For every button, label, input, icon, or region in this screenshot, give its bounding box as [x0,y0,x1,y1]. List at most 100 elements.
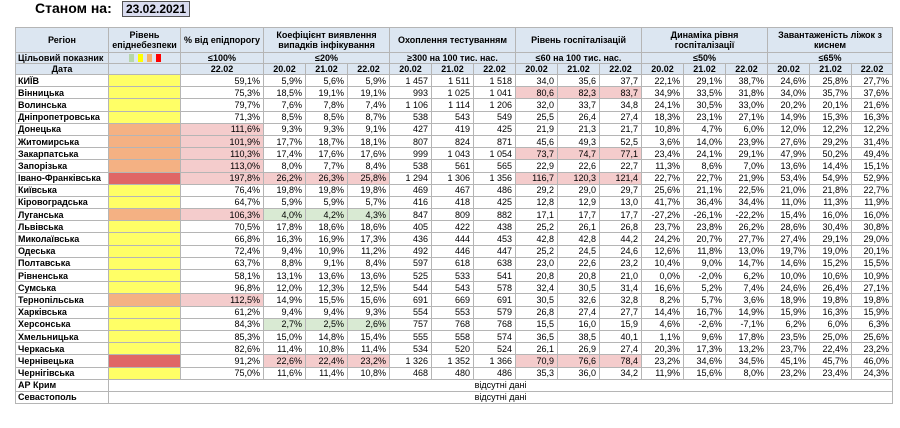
table-row: Миколаївська 66,8% 16,3% 16,9% 17,3% 436 444 45… [15,232,894,246]
detection-rate: 8,0% [263,159,306,173]
hospitalization-rate: 20,8 [557,268,601,283]
oxygen-bed-load: 12,2% [809,122,853,136]
testing-coverage: 425 [473,195,517,210]
level-color-legend [108,52,181,64]
oxygen-bed-load: 15,2% [809,256,853,271]
hospitalization-rate: 24,6 [599,244,643,258]
testing-coverage: 446 [431,244,475,258]
region-name: Волинська [15,98,109,112]
hospitalization-dynamics: 6,2% [725,268,769,283]
oxygen-bed-load: 15,9% [851,305,894,319]
oxygen-bed-load: 19,8% [809,293,853,307]
hospitalization-rate: 31,4 [599,281,643,295]
testing-coverage: 1 294 [389,171,433,185]
detection-rate: 17,3% [346,232,391,246]
pct-of-threshold: 96,8% [180,281,264,295]
testing-coverage: 807 [389,134,433,149]
region-name: Полтавська [15,256,109,271]
hospitalization-rate: 37,7 [599,73,643,88]
detection-rate: 8,4% [346,256,391,271]
hospitalization-dynamics: 6,0% [725,122,769,136]
detection-rate: 9,4% [263,244,306,258]
hospitalization-rate: 17,1 [515,208,559,222]
oxygen-bed-load: 24,3% [851,366,894,380]
region-name: Кіровоградська [15,195,109,210]
oxygen-bed-load: 49,4% [851,147,894,161]
date-cell: 21.02 [557,63,601,75]
date-row: Дата 22.02 20.02 21.02 22.02 20.02 21.02… [15,63,894,75]
detection-rate: 2,6% [346,317,391,331]
oxygen-bed-load: 19,7% [767,244,811,258]
detection-rate: 19,1% [305,86,348,100]
table-row: Сумська 96,8% 12,0% 12,3% 12,5% 544 543 578 32,4… [15,281,894,295]
oxygen-bed-load: 21,6% [851,98,894,112]
danger-level-cell [108,354,181,368]
region-name: Миколаївська [15,232,109,246]
pct-of-threshold: 64,7% [180,195,264,210]
detection-rate: 14,9% [263,293,306,307]
oxygen-bed-load: 37,6% [851,86,894,100]
target-pct: ≤100% [180,52,264,64]
region-name: Одеська [15,244,109,258]
oxygen-bed-load: 29,1% [809,232,853,246]
detection-rate: 7,4% [346,98,391,112]
testing-coverage: 425 [473,122,517,136]
hospitalization-rate: 12,9 [557,195,601,210]
hospitalization-dynamics: 4,7% [683,122,727,136]
hospitalization-rate: 26,8 [515,305,559,319]
hospitalization-rate: 13,0 [599,195,643,210]
hospitalization-rate: 32,8 [599,293,643,307]
oxygen-bed-load: 29,0% [851,232,894,246]
testing-coverage: 1 306 [431,171,475,185]
testing-coverage: 638 [473,256,517,271]
oxygen-bed-load: 54,9% [809,171,853,185]
oxygen-bed-load: 45,7% [809,354,853,368]
testing-coverage: 541 [473,268,517,283]
testing-coverage: 549 [473,110,517,124]
hospitalization-rate: 16,0 [557,317,601,331]
danger-level-cell [108,329,181,344]
testing-coverage: 847 [389,208,433,222]
hospitalization-dynamics: 11,3% [641,159,685,173]
date-cell: 22.02 [346,63,391,75]
table-row: Донецька 111,6% 9,3% 9,3% 9,1% 427 419 425 21,9 2… [15,122,894,136]
header-pct: % від епідпорогу [180,27,264,53]
table-row: Полтавська 63,7% 8,8% 9,1% 8,4% 597 618 638 23,0… [15,256,894,271]
testing-coverage: 544 [389,281,433,295]
hospitalization-dynamics: 22,1% [641,73,685,88]
hospitalization-dynamics: 34,5% [725,354,769,368]
hospitalization-rate: 42,8 [557,232,601,246]
region-name: Тернопільська [15,293,109,307]
oxygen-bed-load: 15,1% [851,159,894,173]
detection-rate: 4,0% [263,208,306,222]
date-level-blank [108,63,181,75]
hospitalization-rate: 27,4 [557,305,601,319]
date-pct: 22.02 [180,63,264,75]
table-row: Херсонська 84,3% 2,7% 2,5% 2,6% 757 768 768 15,5… [15,317,894,331]
oxygen-bed-load: 19,8% [851,293,894,307]
hospitalization-dynamics: 24,1% [641,98,685,112]
date-cell: 20.02 [515,63,559,75]
hospitalization-dynamics: 25,6% [641,183,685,197]
region-name: Севастополь [15,390,109,405]
table-row: Кіровоградська 64,7% 5,9% 5,9% 5,7% 416 418 425… [15,195,894,210]
hospitalization-rate: 23,0 [515,256,559,271]
hospitalization-rate: 33,7 [557,98,601,112]
danger-level-cell [108,220,181,234]
hospitalization-rate: 30,5 [515,293,559,307]
hospitalization-rate: 12,8 [515,195,559,210]
hospitalization-dynamics: 26,2% [725,220,769,234]
testing-coverage: 486 [473,183,517,197]
danger-level-cell [108,159,181,173]
testing-coverage: 1 326 [389,354,433,368]
detection-rate: 8,7% [346,110,391,124]
testing-coverage: 1 352 [431,354,475,368]
date-cell: 21.02 [809,63,853,75]
hospitalization-rate: 40,1 [599,329,643,344]
table-row: Луганська 106,3% 4,0% 4,2% 4,3% 847 809 882 17,1… [15,208,894,222]
hospitalization-rate: 77,1 [599,147,643,161]
testing-coverage: 525 [389,268,433,283]
oxygen-bed-load: 6,0% [809,317,853,331]
detection-rate: 15,0% [263,329,306,344]
hospitalization-dynamics: 21,9% [725,171,769,185]
